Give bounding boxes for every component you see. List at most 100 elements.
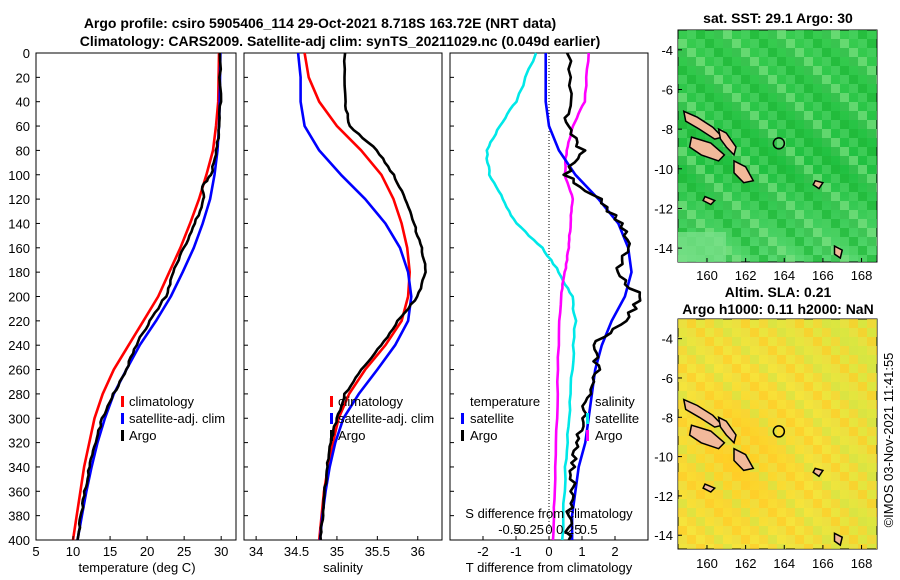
map-pixel xyxy=(714,48,723,57)
map-pixel xyxy=(804,219,813,228)
map-pixel xyxy=(732,364,741,373)
t-difference-label: T difference from climatology xyxy=(466,560,633,575)
map-pixel xyxy=(795,517,804,526)
map-pixel xyxy=(849,346,858,355)
map-pixel xyxy=(759,319,768,328)
map-pixel xyxy=(813,210,822,219)
map-pixel xyxy=(858,472,867,481)
map-pixel xyxy=(804,84,813,93)
map-x-tick-label: 166 xyxy=(812,556,834,571)
map-pixel xyxy=(723,120,732,129)
map-pixel xyxy=(723,382,732,391)
map-pixel xyxy=(759,454,768,463)
map-pixel xyxy=(786,346,795,355)
map-pixel xyxy=(759,481,768,490)
map-pixel xyxy=(822,102,831,111)
map-pixel xyxy=(876,129,877,138)
map-pixel xyxy=(786,102,795,111)
map-pixel xyxy=(759,472,768,481)
map-pixel xyxy=(687,436,696,445)
x-tick-label: 5 xyxy=(32,544,39,559)
temperature-axes-box xyxy=(35,52,237,541)
map-pixel xyxy=(777,138,786,147)
map-pixel xyxy=(759,228,768,237)
map-pixel xyxy=(750,445,759,454)
map-pixel xyxy=(696,445,705,454)
s-difference-label: S difference from climatology xyxy=(465,506,633,521)
map-pixel xyxy=(732,481,741,490)
map-pixel xyxy=(714,183,723,192)
map-pixel xyxy=(768,57,777,66)
map-pixel xyxy=(696,57,705,66)
map-pixel xyxy=(795,129,804,138)
map-pixel xyxy=(687,183,696,192)
map-pixel xyxy=(831,382,840,391)
map-pixel xyxy=(777,328,786,337)
depth-tick-label: 400 xyxy=(8,533,30,548)
map-pixel xyxy=(714,30,723,39)
argo-float-marker xyxy=(772,425,786,438)
map-pixel xyxy=(795,508,804,517)
map-pixel xyxy=(858,391,867,400)
map-pixel xyxy=(849,57,858,66)
legend-label-argo: Argo xyxy=(338,428,365,443)
map-pixel xyxy=(687,517,696,526)
map-pixel xyxy=(858,337,867,346)
legend-swatch-s-argo xyxy=(586,430,589,441)
map-pixel xyxy=(876,355,877,364)
map-pixel xyxy=(804,544,813,549)
map-pixel xyxy=(732,400,741,409)
map-pixel xyxy=(705,391,714,400)
map-pixel xyxy=(687,490,696,499)
map-pixel xyxy=(822,192,831,201)
sla-map-title-2: Argo h1000: 0.11 h2000: NaN xyxy=(682,301,873,317)
map-pixel xyxy=(750,228,759,237)
depth-tick-label: 360 xyxy=(8,484,30,499)
map-pixel xyxy=(786,454,795,463)
map-pixel xyxy=(858,544,867,549)
map-pixel xyxy=(795,192,804,201)
map-pixel xyxy=(705,174,714,183)
map-pixel xyxy=(696,526,705,535)
map-pixel xyxy=(849,192,858,201)
map-pixel xyxy=(822,30,831,39)
map-pixel xyxy=(705,210,714,219)
legend-label-t-satellite: satellite xyxy=(470,411,514,426)
sla-map-title-1: Altim. SLA: 0.21 xyxy=(725,284,832,300)
map-pixel xyxy=(876,436,877,445)
map-pixel xyxy=(678,210,687,219)
map-pixel xyxy=(858,120,867,129)
map-pixel xyxy=(831,418,840,427)
map-pixel xyxy=(723,84,732,93)
map-pixel xyxy=(840,472,849,481)
map-pixel xyxy=(768,183,777,192)
island-outline xyxy=(688,136,726,162)
map-pixel xyxy=(777,472,786,481)
map-pixel xyxy=(777,463,786,472)
map-pixel xyxy=(768,30,777,39)
map-pixel xyxy=(849,48,858,57)
map-pixel xyxy=(876,30,877,39)
map-pixel xyxy=(759,373,768,382)
x-tick-label: 1 xyxy=(578,544,585,559)
map-pixel xyxy=(867,535,876,544)
map-pixel xyxy=(822,490,831,499)
map-pixel xyxy=(777,192,786,201)
map-pixel xyxy=(777,120,786,129)
map-pixel xyxy=(858,517,867,526)
map-pixel xyxy=(867,183,876,192)
map-pixel xyxy=(849,508,858,517)
map-pixel xyxy=(723,436,732,445)
map-pixel xyxy=(750,84,759,93)
map-pixel xyxy=(876,48,877,57)
map-pixel xyxy=(687,192,696,201)
depth-tick-label: 380 xyxy=(8,509,30,524)
map-pixel xyxy=(723,93,732,102)
map-pixel xyxy=(813,201,822,210)
map-pixel xyxy=(786,535,795,544)
map-pixel xyxy=(732,499,741,508)
s-tick-label: 0.5 xyxy=(580,522,598,537)
map-pixel xyxy=(741,237,750,246)
map-pixel xyxy=(876,544,877,549)
map-pixel xyxy=(804,436,813,445)
